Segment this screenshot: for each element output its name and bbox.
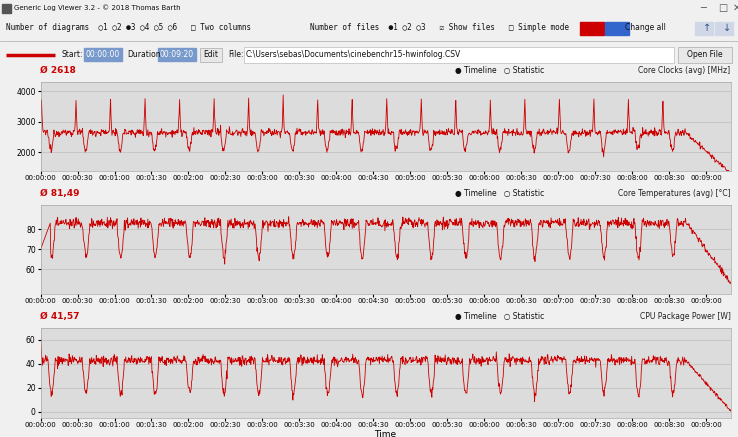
Text: CPU Package Power [W]: CPU Package Power [W] xyxy=(640,312,731,321)
Text: ✕: ✕ xyxy=(733,3,738,13)
Bar xyxy=(84,48,122,61)
Bar xyxy=(580,22,604,35)
Text: ↓: ↓ xyxy=(723,23,731,33)
Text: Duration:: Duration: xyxy=(127,50,163,59)
Bar xyxy=(605,22,629,35)
X-axis label: Time: Time xyxy=(375,430,396,437)
Text: ● Timeline   ○ Statistic: ● Timeline ○ Statistic xyxy=(455,189,544,198)
Text: File:: File: xyxy=(228,50,244,59)
Text: Open File: Open File xyxy=(687,50,723,59)
Text: Ø 2618: Ø 2618 xyxy=(40,66,76,75)
Text: Generic Log Viewer 3.2 - © 2018 Thomas Barth: Generic Log Viewer 3.2 - © 2018 Thomas B… xyxy=(14,5,181,11)
Text: ● Timeline   ○ Statistic: ● Timeline ○ Statistic xyxy=(455,312,544,321)
Text: ─: ─ xyxy=(700,3,706,13)
Bar xyxy=(244,47,674,63)
Text: Number of files  ●1 ○2 ○3   ☑ Show files   □ Simple mode: Number of files ●1 ○2 ○3 ☑ Show files □ … xyxy=(310,24,569,32)
Text: 00:09:20: 00:09:20 xyxy=(159,50,193,59)
Bar xyxy=(678,47,732,63)
Bar xyxy=(2,4,11,13)
Text: Start:: Start: xyxy=(62,50,83,59)
Text: Edit: Edit xyxy=(204,50,218,59)
Text: ↑: ↑ xyxy=(703,23,711,33)
Bar xyxy=(715,22,733,35)
Bar xyxy=(200,48,222,62)
Text: Core Temperatures (avg) [°C]: Core Temperatures (avg) [°C] xyxy=(618,189,731,198)
Bar xyxy=(158,48,196,61)
Text: Core Clocks (avg) [MHz]: Core Clocks (avg) [MHz] xyxy=(638,66,731,75)
Bar xyxy=(695,22,713,35)
Text: Ø 81,49: Ø 81,49 xyxy=(40,189,80,198)
Text: ● Timeline   ○ Statistic: ● Timeline ○ Statistic xyxy=(455,66,544,75)
Text: Ø 41,57: Ø 41,57 xyxy=(40,312,80,321)
Text: □: □ xyxy=(718,3,727,13)
Text: 00:00:00: 00:00:00 xyxy=(85,50,120,59)
Text: Change all: Change all xyxy=(625,24,666,32)
Text: Number of diagrams  ○1 ○2 ●3 ○4 ○5 ○6   □ Two columns: Number of diagrams ○1 ○2 ●3 ○4 ○5 ○6 □ T… xyxy=(6,24,251,32)
Text: C:\Users\sebas\Documents\cinebenchr15-hwinfolog.CSV: C:\Users\sebas\Documents\cinebenchr15-hw… xyxy=(246,50,461,59)
